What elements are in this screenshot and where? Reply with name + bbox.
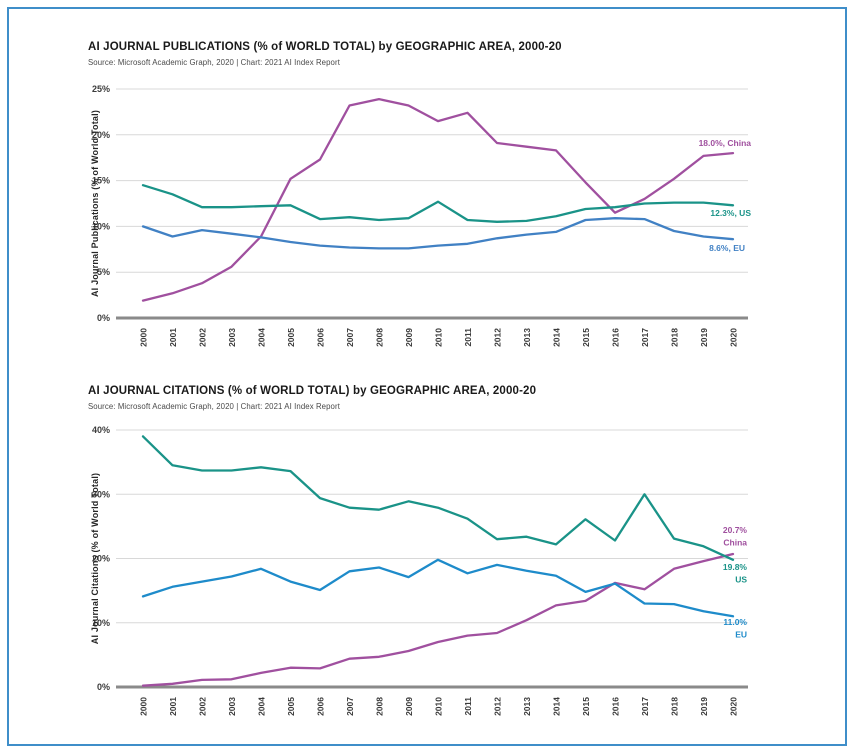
- x-tick-label: 2016: [611, 328, 621, 347]
- series-line-china: [141, 97, 735, 302]
- x-tick-label: 2003: [227, 328, 237, 347]
- x-tick-label: 2017: [640, 328, 650, 347]
- x-tick-label: 2017: [640, 697, 650, 716]
- y-tick-label: 10%: [92, 618, 110, 628]
- y-tick-label: 25%: [92, 84, 110, 94]
- x-tick-label: 2019: [699, 697, 709, 716]
- x-tick-label: 2004: [257, 328, 267, 347]
- publications-chart-source: Source: Microsoft Academic Graph, 2020 |…: [88, 58, 340, 67]
- x-tick-label: 2010: [434, 328, 444, 347]
- y-tick-label: 30%: [92, 489, 110, 499]
- series-end-label-eu: EU: [735, 630, 747, 640]
- x-tick-label: 2016: [611, 697, 621, 716]
- x-tick-label: 2002: [198, 697, 208, 716]
- series-end-label-china: 18.0%, China: [699, 138, 752, 148]
- x-tick-label: 2015: [581, 697, 591, 716]
- x-tick-label: 2018: [670, 328, 680, 347]
- x-tick-label: 2001: [168, 697, 178, 716]
- x-tick-label: 2013: [522, 328, 532, 347]
- y-tick-label: 20%: [92, 554, 110, 564]
- series-end-label-us: 12.3%, US: [710, 208, 751, 218]
- x-tick-label: 2004: [257, 697, 267, 716]
- x-tick-label: 2006: [316, 328, 326, 347]
- series-end-label-us: 19.8%: [723, 562, 748, 572]
- series-end-label-eu: 8.6%, EU: [709, 243, 745, 253]
- x-tick-label: 2008: [375, 328, 385, 347]
- x-tick-label: 2010: [434, 697, 444, 716]
- series-end-label-eu: 11.0%: [723, 617, 747, 627]
- citations-chart-title: AI JOURNAL CITATIONS (% of WORLD TOTAL) …: [88, 385, 537, 397]
- x-tick-label: 2018: [670, 697, 680, 716]
- x-tick-label: 2000: [139, 328, 149, 347]
- x-tick-label: 2005: [286, 697, 296, 716]
- x-tick-label: 2009: [404, 328, 414, 347]
- x-tick-label: 2009: [404, 697, 414, 716]
- x-tick-label: 2008: [375, 697, 385, 716]
- x-tick-label: 2001: [168, 328, 178, 347]
- x-tick-label: 2015: [581, 328, 591, 347]
- y-tick-label: 0%: [97, 682, 110, 692]
- y-tick-label: 15%: [92, 176, 110, 186]
- x-tick-label: 2014: [552, 697, 562, 716]
- x-tick-label: 2007: [345, 328, 355, 347]
- x-tick-label: 2020: [729, 697, 739, 716]
- series-end-label-china: China: [723, 538, 747, 548]
- y-tick-label: 5%: [97, 267, 110, 277]
- x-tick-label: 2019: [699, 328, 709, 347]
- x-tick-label: 2007: [345, 697, 355, 716]
- series-line-us: [141, 435, 735, 561]
- x-tick-label: 2013: [522, 697, 532, 716]
- series-end-label-us: US: [735, 575, 747, 585]
- x-tick-label: 2020: [729, 328, 739, 347]
- citations-line-chart: 0% 10% 20% 30% 40% AI Journal Citations (% of…: [90, 425, 748, 716]
- publications-line-chart: 0% 5% 10% 15% 20% 25% AI Journal Publications …: [90, 84, 752, 347]
- series-line-china: [141, 552, 735, 687]
- x-tick-label: 2003: [227, 697, 237, 716]
- series-line-eu: [141, 558, 735, 618]
- y-tick-label: 40%: [92, 425, 110, 435]
- x-tick-label: 2005: [286, 328, 296, 347]
- x-tick-label: 2014: [552, 328, 562, 347]
- y-tick-label: 10%: [92, 221, 110, 231]
- y-tick-label: 0%: [97, 313, 110, 323]
- y-axis-title: AI Journal Citations (% of World Total): [90, 473, 100, 644]
- x-tick-label: 2012: [493, 328, 503, 347]
- y-axis-title: AI Journal Publications (% of World Tota…: [90, 110, 100, 297]
- x-tick-label: 2012: [493, 697, 503, 716]
- series-end-label-china: 20.7%: [723, 525, 748, 535]
- x-tick-label: 2002: [198, 328, 208, 347]
- publications-chart-title: AI JOURNAL PUBLICATIONS (% of WORLD TOTA…: [88, 41, 562, 53]
- series-line-us: [141, 184, 735, 223]
- x-tick-label: 2011: [463, 697, 473, 716]
- x-tick-label: 2011: [463, 328, 473, 347]
- series-line-eu: [141, 217, 735, 250]
- y-tick-label: 20%: [92, 130, 110, 140]
- x-tick-label: 2000: [139, 697, 149, 716]
- citations-chart-source: Source: Microsoft Academic Graph, 2020 |…: [88, 402, 340, 411]
- x-tick-label: 2006: [316, 697, 326, 716]
